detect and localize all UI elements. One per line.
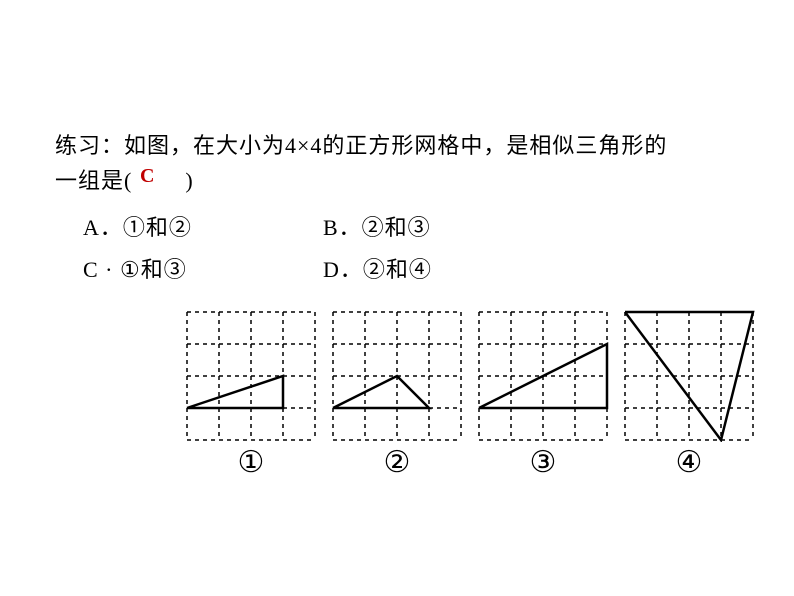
figure-1: ① <box>185 310 317 480</box>
option-c: C · ①和③ <box>83 252 323 284</box>
figure-3: ③ <box>477 310 609 480</box>
question-line1: 练习：如图，在大小为4×4的正方形网格中，是相似三角形的 <box>55 128 735 163</box>
line2-pre: 一组是( <box>55 168 132 193</box>
options-block: A．①和② B．②和③ C · ①和③ D．②和④ <box>83 210 735 284</box>
grid-svg <box>623 310 755 442</box>
figures-row: ① ② ③ ④ <box>185 310 755 480</box>
triangle <box>187 376 283 408</box>
option-d: D．②和④ <box>323 252 563 284</box>
line2-post: ) <box>185 168 193 193</box>
grid-svg <box>185 310 317 442</box>
answer-letter: C <box>140 160 155 192</box>
figure-label: ② <box>384 445 411 480</box>
figure-2: ② <box>331 310 463 480</box>
question-line2: 一组是( C ) <box>55 163 735 198</box>
figure-label: ④ <box>676 445 703 480</box>
option-b: B．②和③ <box>323 210 563 242</box>
grid-svg <box>477 310 609 442</box>
question-block: 练习：如图，在大小为4×4的正方形网格中，是相似三角形的 一组是( C ) A．… <box>55 128 735 294</box>
option-a: A．①和② <box>83 210 323 242</box>
triangle <box>333 376 429 408</box>
grid-svg <box>331 310 463 442</box>
figure-label: ③ <box>530 445 557 480</box>
figure-label: ① <box>238 445 265 480</box>
figure-4: ④ <box>623 310 755 480</box>
